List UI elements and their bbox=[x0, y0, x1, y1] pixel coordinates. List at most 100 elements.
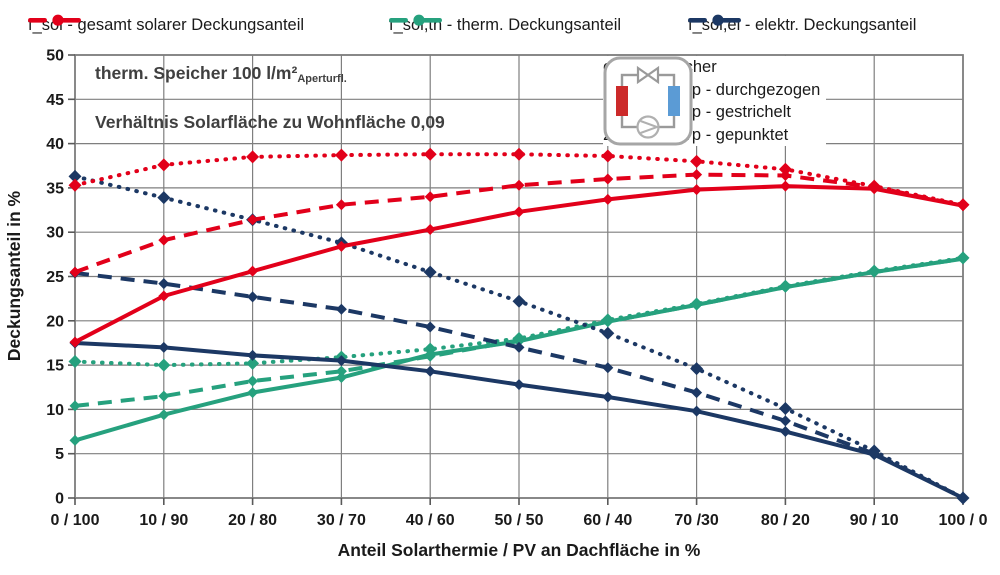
series-marker-f_sol,el-solid bbox=[247, 349, 259, 361]
series-marker-f_sol,th-solid bbox=[158, 409, 170, 421]
heat-pump-loop-icon bbox=[603, 56, 693, 146]
series-marker-f_sol,el-dashed bbox=[247, 291, 259, 303]
x-tick-label: 100 / 0 bbox=[939, 512, 988, 529]
y-axis-title: Deckungsanteil in % bbox=[4, 190, 24, 361]
series-marker-f_sol,el-solid bbox=[424, 365, 436, 377]
series-marker-f_sol,el-solid bbox=[158, 341, 170, 353]
series-marker-f_sol-dashed bbox=[335, 199, 347, 211]
series-marker-f_sol-solid bbox=[868, 183, 880, 195]
y-tick-label: 5 bbox=[55, 446, 64, 463]
x-tick-label: 30 / 70 bbox=[317, 512, 366, 529]
series-marker-f_sol-dotted bbox=[690, 154, 704, 168]
series-marker-f_sol,el-dashed bbox=[424, 321, 436, 333]
y-tick-label: 40 bbox=[46, 136, 64, 153]
legend-marker-f-sol-el-icon bbox=[688, 14, 741, 26]
series-marker-f_sol,el-solid bbox=[691, 405, 703, 417]
x-tick-label: 90 / 10 bbox=[850, 512, 899, 529]
series-marker-f_sol-dashed bbox=[779, 169, 791, 181]
series-marker-f_sol,th-dotted bbox=[68, 355, 82, 369]
legend-marker-f-sol-th-icon bbox=[389, 14, 442, 26]
series-marker-f_sol-dotted bbox=[601, 149, 615, 163]
series-marker-f_sol,th-solid bbox=[247, 387, 259, 399]
series-marker-f_sol,el-dashed bbox=[335, 303, 347, 315]
y-tick-label: 25 bbox=[46, 269, 64, 286]
x-tick-label: 40 / 60 bbox=[406, 512, 455, 529]
series-marker-f_sol,th-solid bbox=[69, 434, 81, 446]
series-marker-f_sol-dotted bbox=[778, 162, 792, 176]
series-marker-f_sol-dashed bbox=[602, 173, 614, 185]
series-marker-f_sol,el-dotted bbox=[512, 294, 526, 308]
legend-item-f-sol-el: f_sol,el - elektr. Deckungsanteil bbox=[688, 13, 916, 37]
series-marker-f_sol,el-dotted bbox=[423, 265, 437, 279]
series-marker-f_sol,el-dotted bbox=[601, 326, 615, 340]
x-tick-label: 20 / 80 bbox=[228, 512, 277, 529]
series-marker-f_sol,el-dashed bbox=[513, 341, 525, 353]
x-tick-label: 10 / 90 bbox=[139, 512, 188, 529]
series-marker-f_sol-dotted bbox=[246, 150, 260, 164]
series-marker-f_sol,th-dashed bbox=[247, 375, 259, 387]
series-marker-f_sol,el-dotted bbox=[68, 169, 82, 183]
legend-label-f-sol-th: f_sol,th - therm. Deckungsanteil bbox=[389, 15, 622, 34]
series-marker-f_sol,el-dotted bbox=[778, 402, 792, 416]
series-marker-f_sol,el-dashed bbox=[158, 278, 170, 290]
annotation-thermal-storage-text: therm. Speicher 100 l/m² bbox=[95, 63, 298, 83]
series-marker-f_sol,th-solid bbox=[335, 372, 347, 384]
annotation-area-ratio: Verhältnis Solarfläche zu Wohnfläche 0,0… bbox=[95, 112, 445, 133]
series-marker-f_sol,th-solid bbox=[779, 281, 791, 293]
series-marker-f_sol,el-dashed bbox=[602, 362, 614, 374]
series-marker-f_sol,th-solid bbox=[513, 335, 525, 347]
x-tick-label: 70 /30 bbox=[674, 512, 719, 529]
legend-marker-f-sol-icon bbox=[28, 14, 81, 26]
series-marker-f_sol,el-solid bbox=[957, 492, 969, 504]
y-tick-label: 15 bbox=[46, 358, 64, 375]
series-marker-f_sol,el-dashed bbox=[691, 387, 703, 399]
legend-item-f-sol-th: f_sol,th - therm. Deckungsanteil bbox=[389, 13, 621, 37]
series-marker-f_sol,th-dotted bbox=[157, 358, 171, 372]
legend-label-f-sol: f_sol - gesamt solarer Deckungsanteil bbox=[28, 15, 305, 34]
y-tick-label: 0 bbox=[55, 491, 64, 508]
x-tick-label: 50 / 50 bbox=[495, 512, 544, 529]
series-marker-f_sol,el-dotted bbox=[157, 191, 171, 205]
series-marker-f_sol,el-dotted bbox=[690, 362, 704, 376]
series-marker-f_sol,th-solid bbox=[957, 253, 969, 265]
series-marker-f_sol-solid bbox=[691, 184, 703, 196]
series-marker-f_sol-dotted bbox=[334, 148, 348, 162]
annotation-thermal-storage: therm. Speicher 100 l/m²Aperturfl. bbox=[95, 63, 347, 85]
series-marker-f_sol,th-dashed bbox=[158, 390, 170, 402]
series-marker-f_sol-dotted bbox=[157, 158, 171, 172]
y-tick-label: 30 bbox=[46, 225, 64, 242]
series-marker-f_sol,th-solid bbox=[691, 299, 703, 311]
series-marker-f_sol,th-dashed bbox=[69, 400, 81, 412]
annotation-thermal-storage-subscript: Aperturfl. bbox=[297, 73, 347, 85]
series-marker-f_sol-dashed bbox=[513, 179, 525, 191]
series-marker-f_sol,el-solid bbox=[868, 449, 880, 461]
annotation-area-ratio-text: Verhältnis Solarfläche zu Wohnfläche 0,0… bbox=[95, 112, 445, 132]
series-marker-f_sol,th-solid bbox=[602, 316, 614, 328]
series-marker-f_sol-dotted bbox=[423, 147, 437, 161]
series-marker-f_sol-solid bbox=[424, 224, 436, 236]
series-marker-f_sol-dashed bbox=[247, 214, 259, 226]
series-marker-f_sol-solid bbox=[158, 290, 170, 302]
series-marker-f_sol-solid bbox=[69, 336, 81, 348]
series-marker-f_sol-solid bbox=[957, 200, 969, 212]
series-marker-f_sol-solid bbox=[247, 265, 259, 277]
y-tick-label: 20 bbox=[46, 313, 64, 330]
y-tick-label: 45 bbox=[46, 92, 64, 109]
series-marker-f_sol,el-solid bbox=[335, 355, 347, 367]
series-marker-f_sol,th-dotted bbox=[246, 356, 260, 370]
series-marker-f_sol,el-dashed bbox=[779, 415, 791, 427]
x-tick-label: 60 / 40 bbox=[583, 512, 632, 529]
series-marker-f_sol,el-solid bbox=[602, 391, 614, 403]
series-marker-f_sol-dotted bbox=[512, 147, 526, 161]
y-tick-label: 50 bbox=[46, 48, 64, 65]
series-marker-f_sol,th-dashed bbox=[335, 365, 347, 377]
series-marker-f_sol,th-solid bbox=[868, 266, 880, 278]
y-tick-label: 35 bbox=[46, 180, 64, 197]
x-axis-title: Anteil Solarthermie / PV an Dachfläche i… bbox=[338, 540, 701, 560]
legend-label-f-sol-el: f_sol,el - elektr. Deckungsanteil bbox=[688, 15, 917, 34]
series-marker-f_sol-solid bbox=[335, 240, 347, 252]
series-marker-f_sol-dashed bbox=[158, 234, 170, 246]
series-marker-f_sol-solid bbox=[513, 206, 525, 218]
